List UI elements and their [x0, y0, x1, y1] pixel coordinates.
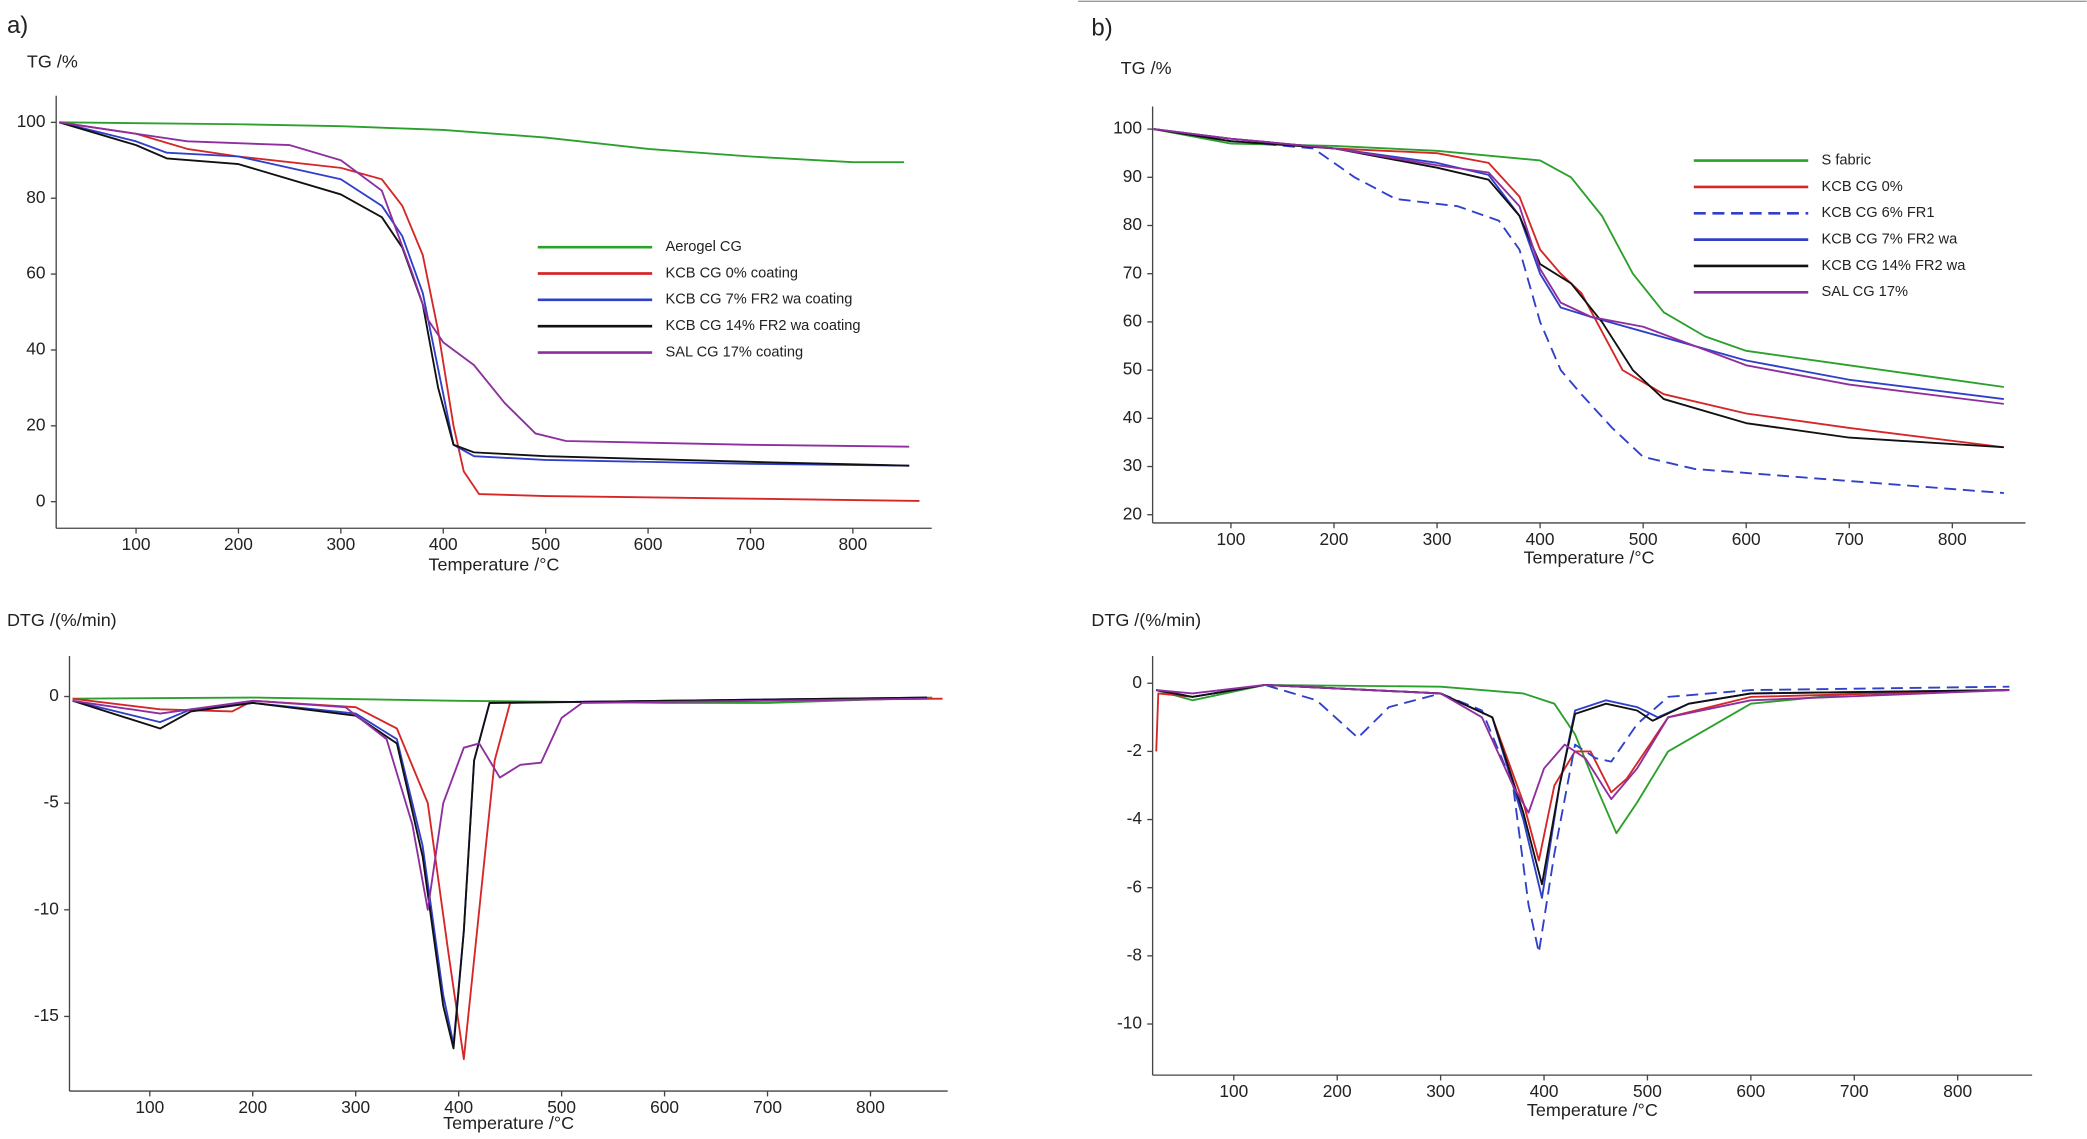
x-tick-label: 300	[1423, 529, 1452, 549]
legend-label: Aerogel CG	[665, 239, 741, 255]
x-tick-label: 800	[1943, 1081, 1972, 1101]
x-tick-label: 700	[753, 1097, 782, 1117]
x-tick-label: 400	[1530, 1081, 1559, 1101]
x-axis-title: Temperature /°C	[443, 1113, 574, 1133]
y-tick-label: -10	[1117, 1013, 1142, 1033]
x-tick-label: 200	[1323, 1081, 1352, 1101]
x-tick-label: 600	[1736, 1081, 1765, 1101]
data-line	[1156, 684, 2010, 954]
y-tick-label: 0	[36, 490, 46, 510]
legend-label: KCB CG 14% FR2 wa	[1822, 258, 1967, 274]
y-tick-label: 100	[1113, 118, 1142, 138]
y-axis-title: DTG /(%/min)	[1091, 610, 1201, 630]
y-tick-label: 20	[1123, 503, 1142, 523]
legend-label: KCB CG 6% FR1	[1822, 205, 1935, 221]
y-tick-label: 20	[26, 414, 45, 434]
x-tick-label: 500	[1633, 1081, 1662, 1101]
x-tick-label: 600	[1732, 529, 1761, 549]
legend-label: S fabric	[1822, 152, 1872, 168]
y-tick-label: -5	[43, 792, 58, 812]
y-tick-label: -2	[1127, 740, 1142, 760]
x-tick-label: 100	[1219, 1081, 1248, 1101]
data-line	[1156, 684, 2010, 886]
x-tick-label: 100	[122, 534, 151, 554]
data-line	[59, 121, 920, 502]
data-line	[1153, 128, 2004, 388]
legend-label: KCB CG 0% coating	[665, 265, 798, 281]
legend-label: KCB CG 7% FR2 wa coating	[665, 292, 852, 308]
x-tick-label: 700	[1840, 1081, 1869, 1101]
x-tick-label: 800	[1938, 529, 1967, 549]
data-line	[1153, 128, 2004, 449]
panel-label: b)	[1091, 15, 1112, 42]
data-line	[1153, 128, 2004, 405]
y-tick-label: 40	[1123, 407, 1142, 427]
x-tick-label: 200	[238, 1097, 267, 1117]
x-tick-label: 800	[856, 1097, 885, 1117]
data-line	[59, 121, 905, 164]
data-line	[59, 121, 910, 448]
panel-label: a)	[7, 12, 28, 39]
data-line	[1153, 128, 2004, 494]
y-tick-label: 80	[1123, 214, 1142, 234]
data-line	[59, 121, 910, 467]
x-tick-label: 300	[1426, 1081, 1455, 1101]
legend-label: SAL CG 17% coating	[665, 344, 803, 360]
x-tick-label: 500	[547, 1097, 576, 1117]
x-tick-label: 400	[429, 534, 458, 554]
x-tick-label: 800	[838, 534, 867, 554]
x-tick-label: 500	[1629, 529, 1658, 549]
data-line	[72, 697, 943, 1061]
x-axis-title: Temperature /°C	[429, 554, 560, 574]
x-tick-label: 100	[135, 1097, 164, 1117]
y-axis-title: TG /%	[1121, 58, 1172, 78]
legend-label: SAL CG 17%	[1822, 284, 1908, 300]
y-tick-label: 30	[1123, 455, 1142, 475]
x-tick-label: 600	[634, 534, 663, 554]
x-tick-label: 300	[326, 534, 355, 554]
legend-label: KCB CG 14% FR2 wa coating	[665, 318, 860, 334]
y-tick-label: -6	[1127, 876, 1142, 896]
x-tick-label: 400	[444, 1097, 473, 1117]
x-axis-title: Temperature /°C	[1527, 1100, 1658, 1120]
y-axis-title: TG /%	[27, 51, 78, 71]
y-tick-label: 70	[1123, 262, 1142, 282]
data-line	[72, 697, 928, 911]
x-axis-title: Temperature /°C	[1524, 548, 1655, 568]
y-tick-label: 90	[1123, 166, 1142, 186]
x-tick-label: 400	[1526, 529, 1555, 549]
y-tick-label: -4	[1127, 808, 1143, 828]
y-tick-label: 60	[1123, 310, 1142, 330]
x-tick-label: 200	[224, 534, 253, 554]
y-tick-label: 50	[1123, 359, 1142, 379]
data-line	[72, 696, 928, 1046]
y-tick-label: 0	[49, 685, 59, 705]
y-tick-label: 40	[26, 339, 45, 359]
y-axis-title: DTG /(%/min)	[7, 610, 117, 630]
y-tick-label: 60	[26, 263, 45, 283]
y-tick-label: 0	[1132, 672, 1142, 692]
x-tick-label: 300	[341, 1097, 370, 1117]
y-tick-label: -10	[34, 898, 59, 918]
y-tick-label: -8	[1127, 944, 1142, 964]
x-tick-label: 600	[650, 1097, 679, 1117]
legend-label: KCB CG 0%	[1822, 179, 1903, 195]
y-tick-label: 100	[17, 111, 46, 131]
x-tick-label: 700	[736, 534, 765, 554]
x-tick-label: 200	[1320, 529, 1349, 549]
x-tick-label: 500	[531, 534, 560, 554]
data-line	[72, 696, 928, 1050]
y-tick-label: -15	[34, 1005, 59, 1025]
legend-label: KCB CG 7% FR2 wa	[1822, 231, 1959, 247]
data-line	[1156, 684, 2010, 814]
x-tick-label: 100	[1217, 529, 1246, 549]
y-tick-label: 80	[26, 187, 45, 207]
data-line	[1156, 684, 2010, 899]
x-tick-label: 700	[1835, 529, 1864, 549]
